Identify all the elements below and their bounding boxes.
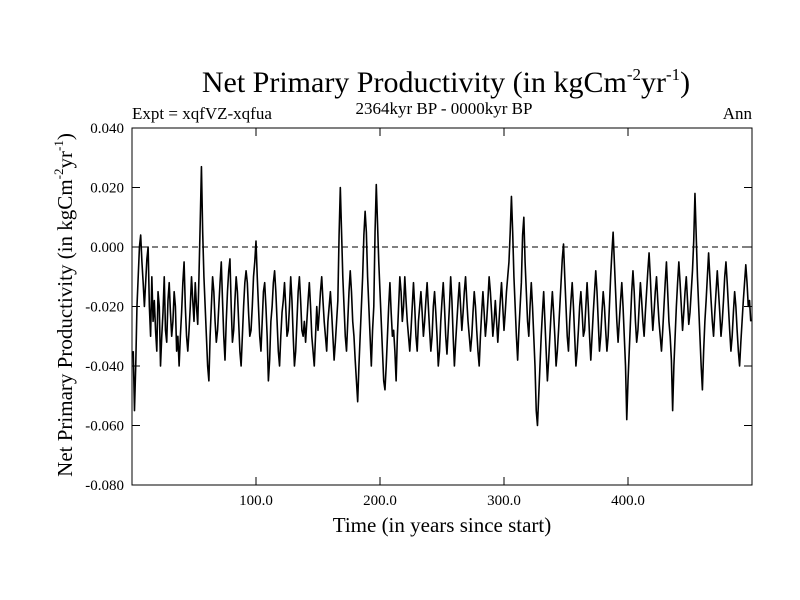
series-group [132,165,752,427]
npp-series-line [132,165,752,427]
y-tick-label: 0.000 [90,240,124,256]
y-tick-label: -0.020 [85,300,124,316]
plot-frame [131,127,753,486]
season-label: Ann [723,104,753,123]
y-tick-label: 0.020 [90,181,124,197]
expt-label: Expt = xqfVZ-xqfua [132,104,272,123]
x-tick-label: 400.0 [611,493,645,509]
chart-title: Net Primary Productivity (in kgCm-2yr-1) [202,65,690,99]
y-tick-label: -0.040 [85,359,124,375]
y-tick-label: -0.060 [85,419,124,435]
x-tick-label: 200.0 [363,493,397,509]
y-axis-label: Net Primary Productivity (in kgCm-2yr-1) [51,133,77,477]
y-tick-label: 0.040 [90,121,124,137]
x-ticks-group: 100.0 200.0 300.0 400.0 [239,128,645,509]
x-tick-label: 100.0 [239,493,273,509]
period-label: 2364kyr BP - 0000kyr BP [356,99,533,118]
x-axis-label: Time (in years since start) [333,513,552,537]
x-tick-label: 300.0 [487,493,521,509]
y-tick-label: -0.080 [85,478,124,494]
